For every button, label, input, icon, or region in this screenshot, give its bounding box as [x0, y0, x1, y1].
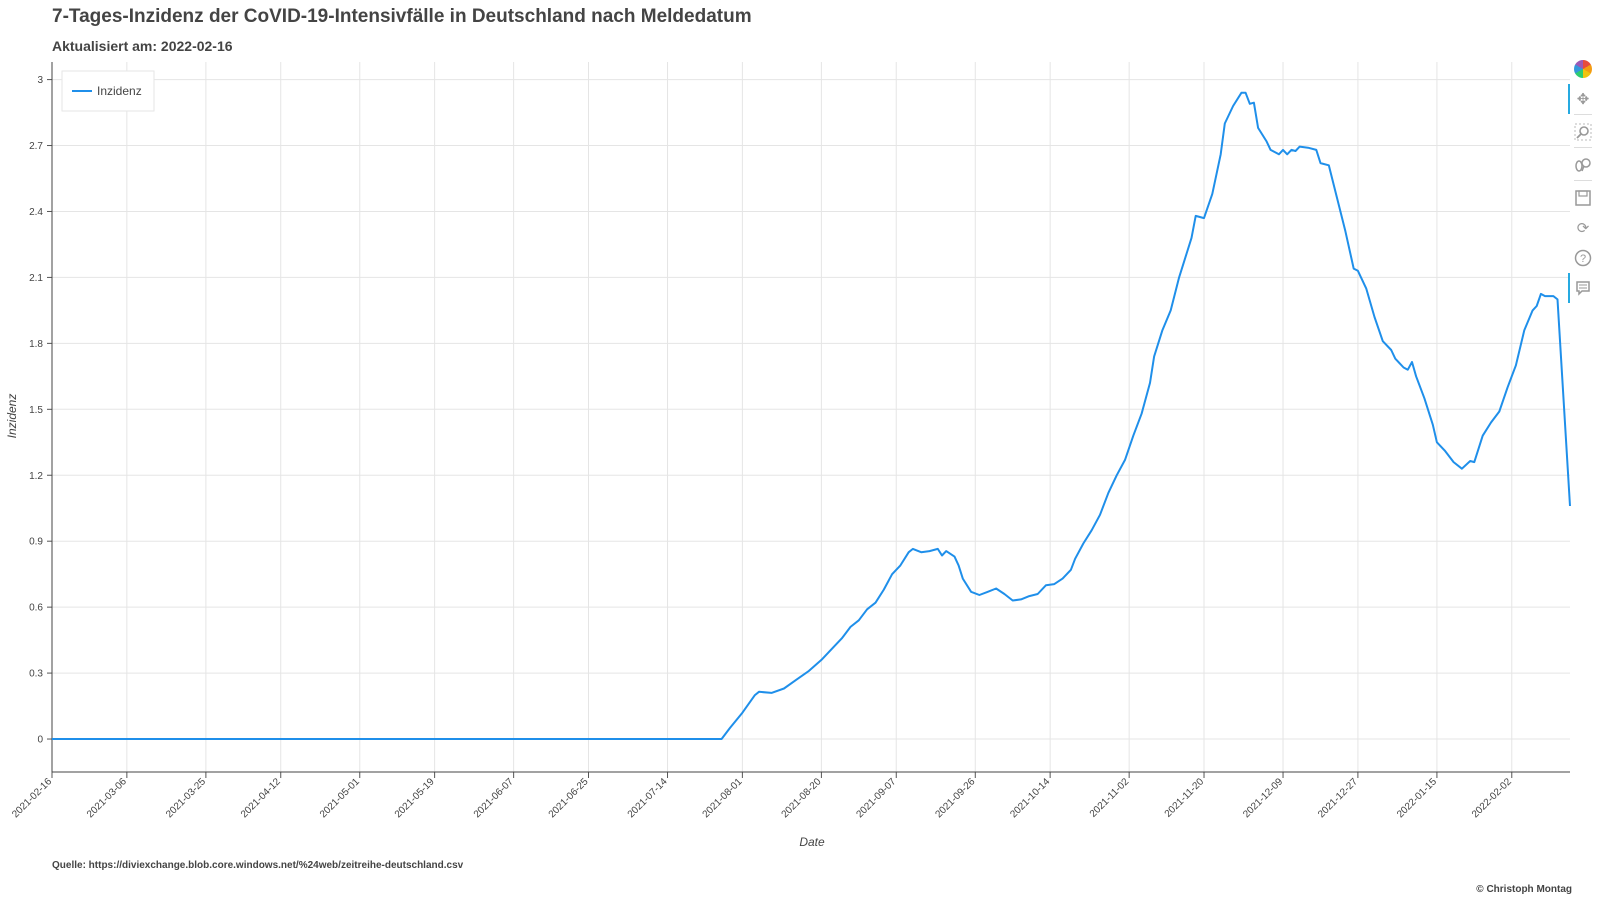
x-tick-label: 2021-08-01 [701, 776, 745, 820]
bokeh-logo-icon[interactable] [1572, 58, 1594, 80]
x-tick-label: 2021-03-06 [85, 776, 129, 820]
help-icon[interactable]: ? [1572, 247, 1594, 269]
x-tick-label: 2022-01-15 [1395, 776, 1439, 820]
grid-lines [51, 62, 1570, 772]
y-tick-label: 0.9 [29, 537, 43, 548]
y-tick-label: 2.7 [29, 141, 43, 152]
y-tick-label: 0 [37, 735, 43, 746]
x-tick-label: 2021-11-02 [1088, 776, 1132, 820]
y-tick-label: 1.5 [29, 405, 43, 416]
x-tick-label: 2021-05-19 [393, 776, 437, 820]
axes [47, 62, 1570, 778]
wheel-zoom-icon[interactable] [1572, 154, 1594, 176]
y-tick-label: 2.4 [29, 207, 43, 218]
y-tick-label: 3 [37, 75, 43, 86]
y-tick-label: 1.2 [29, 471, 43, 482]
x-tick-label: 2021-06-25 [547, 776, 591, 820]
x-tick-label: 2022-02-02 [1470, 776, 1514, 820]
x-tick-label: 2021-07-14 [626, 776, 670, 820]
x-axis-label: Date [799, 835, 825, 849]
x-tick-label: 2021-12-27 [1316, 776, 1360, 820]
comment-icon[interactable] [1568, 273, 1594, 303]
copyright-credit: © Christoph Montag [1476, 884, 1572, 895]
x-tick-label: 2021-06-07 [472, 776, 516, 820]
x-tick-label: 2021-08-20 [780, 776, 824, 820]
x-tick-label: 2021-09-26 [933, 776, 977, 820]
move-icon[interactable]: ✥ [1568, 84, 1594, 114]
y-tick-label: 2.1 [29, 273, 43, 284]
series-line-inzidenz [52, 91, 1571, 740]
chart-title: 7-Tages-Inzidenz der CoVID-19-Intensivfä… [52, 6, 752, 27]
x-tick-label: 2021-11-20 [1163, 776, 1207, 820]
x-tick-label: 2021-05-01 [318, 776, 362, 820]
x-tick-label: 2021-04-12 [239, 776, 283, 820]
save-icon[interactable] [1572, 187, 1594, 209]
y-tick-label: 0.3 [29, 669, 43, 680]
tick-labels: 0 0.3 0.6 0.9 1.2 1.5 1.8 2.1 2.4 2.7 3 2021-02-16 2… [10, 75, 1514, 820]
x-tick-label: 2021-02-16 [10, 776, 54, 820]
x-tick-label: 2021-09-07 [854, 776, 898, 820]
x-tick-label: 2021-03-25 [164, 776, 208, 820]
magnifier-icon[interactable] [1572, 121, 1594, 143]
legend-label: Inzidenz [97, 84, 142, 98]
svg-text:?: ? [1580, 253, 1586, 265]
chart-subtitle: Aktualisiert am: 2022-02-16 [52, 38, 233, 54]
source-note: Quelle: https://diviexchange.blob.core.w… [52, 860, 464, 871]
chart-toolbar: ✥ ⟳ ? [1568, 58, 1596, 307]
legend[interactable]: Inzidenz [61, 70, 155, 112]
x-tick-label: 2021-12-09 [1241, 776, 1285, 820]
y-tick-label: 1.8 [29, 339, 43, 350]
x-tick-label: 2021-10-14 [1008, 776, 1052, 820]
y-tick-label: 0.6 [29, 603, 43, 614]
reset-icon[interactable]: ⟳ [1576, 220, 1590, 237]
y-axis-label: Inzidenz [5, 394, 19, 439]
